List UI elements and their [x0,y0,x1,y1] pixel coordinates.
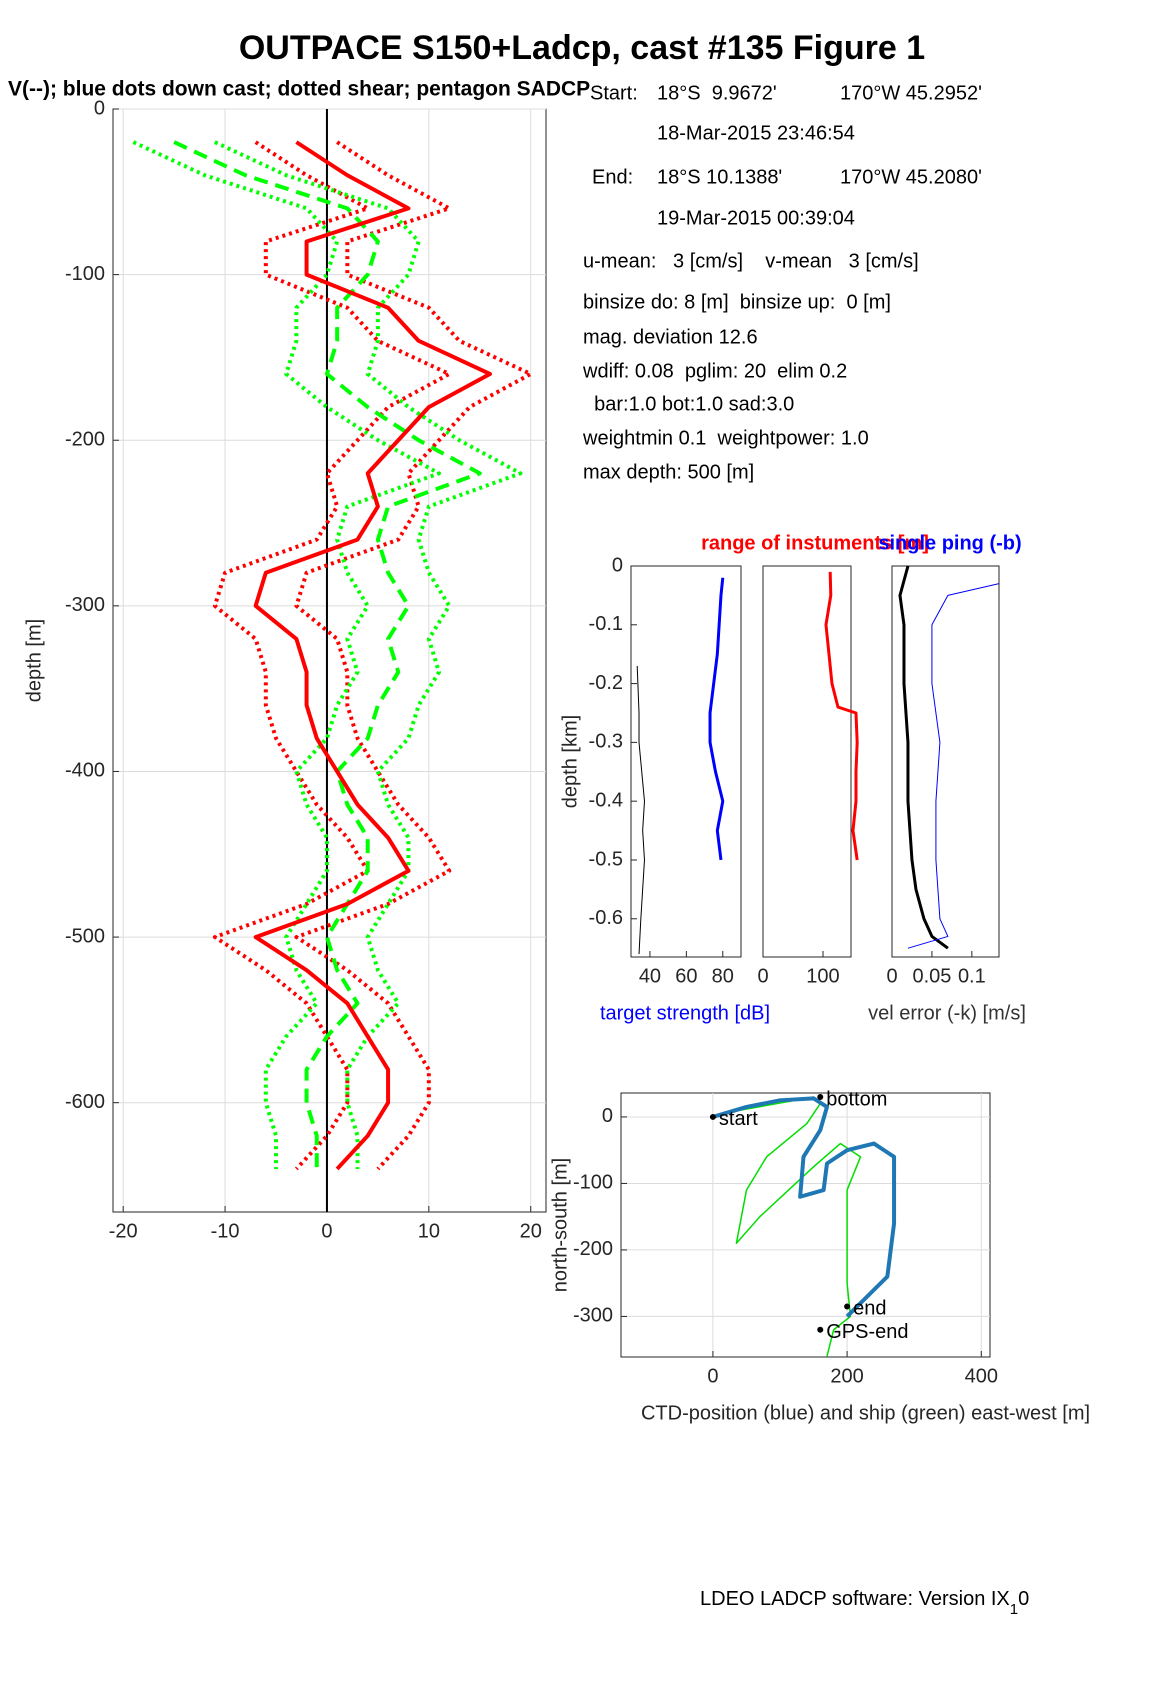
profile-line [636,665,645,955]
info-text: 18°S 9.9672' [657,82,777,104]
x-tick-label: 0.1 [958,965,986,987]
info-text: 170°W 45.2952' [840,82,982,104]
y-tick-label: -300 [65,594,105,616]
y-tick-label: -0.1 [589,613,623,635]
profile-line [824,571,859,861]
profile-line [214,140,523,1169]
info-text: Start: [590,82,638,104]
track-line [712,1096,897,1318]
plot-area [891,565,1000,958]
x-axis-label: CTD-position (blue) and ship (green) eas… [641,1402,1090,1424]
info-text: weightmin 0.1 weightpower: 1.0 [582,427,869,449]
footer-sub: 1 [1010,1601,1018,1618]
x-tick-label: 0.05 [912,965,951,987]
info-text: bar:1.0 bot:1.0 sad:3.0 [583,393,794,415]
y-tick-label: 0 [602,1105,613,1127]
y-axis-label: north-south [m] [549,1158,571,1293]
profile-line [253,140,492,1171]
y-tick-label: -600 [65,1091,105,1113]
x-axis-label: target strength [dB] [600,1002,770,1024]
y-tick-label: -0.2 [589,672,623,694]
y-axis-label: depth [m] [23,619,45,702]
info-text: 18-Mar-2015 23:46:54 [657,122,855,144]
x-tick-label: -10 [211,1220,240,1242]
info-text: u-mean: 3 [cm/s] v-mean 3 [cm/s] [583,250,919,272]
annotation-point [817,1326,824,1333]
x-tick-label: 0 [321,1220,332,1242]
y-tick-label: -200 [573,1238,613,1260]
x-tick-label: -20 [109,1220,138,1242]
x-tick-label: 0 [886,965,897,987]
y-axis-label: depth [km] [559,715,581,808]
y-tick-label: -500 [65,925,105,947]
y-tick-label: -0.5 [589,848,623,870]
x-tick-label: 20 [520,1220,542,1242]
annotation: GPS-end [826,1321,908,1343]
y-tick-label: -300 [573,1305,613,1327]
y-tick-label: -200 [65,429,105,451]
x-tick-label: 80 [712,965,734,987]
panel-title: single ping (-b) [878,532,1021,554]
footer-end: 0 [1018,1588,1029,1610]
annotation-point [709,1113,716,1120]
profile-line [898,565,949,950]
info-text: binsize do: 8 [m] binsize up: 0 [m] [583,291,891,313]
info-text: max depth: 500 [m] [583,461,754,483]
profile-line [907,583,1000,949]
footer: LDEO LADCP software: Version IX10 [700,1588,1029,1618]
info-text: 19-Mar-2015 00:39:04 [657,207,855,229]
y-tick-label: -0.6 [589,907,623,929]
plot-area [620,1092,991,1358]
x-tick-label: 200 [830,1365,863,1387]
x-tick-label: 60 [675,965,697,987]
x-tick-label: 400 [965,1365,998,1387]
y-tick-label: -100 [65,263,105,285]
x-tick-label: 0 [707,1365,718,1387]
plot-area [630,565,742,958]
annotation-point [817,1093,824,1100]
info-text: mag. deviation 12.6 [583,326,758,348]
panel-title: range of instuments [m] [701,532,929,554]
info-text: 170°W 45.2080' [840,166,982,188]
annotation-point [844,1303,851,1310]
annotation: bottom [826,1088,887,1110]
plot-area [112,108,547,1213]
profile-line [212,140,452,1171]
info-text: 18°S 10.1388' [657,166,782,188]
y-tick-label: -0.4 [589,789,623,811]
y-tick-label: -0.3 [589,731,623,753]
y-tick-label: -400 [65,760,105,782]
title: OUTPACE S150+Ladcp, cast #135 Figure 1 [239,29,925,67]
x-axis-label: vel error (-k) [m/s] [868,1002,1026,1024]
profile-line [708,577,725,861]
x-tick-label: 100 [806,965,839,987]
footer-text: LDEO LADCP software: Version IX [700,1588,1010,1610]
y-tick-label: 0 [612,554,623,576]
profile-line [294,140,533,1171]
profile-line [132,140,442,1169]
y-tick-label: -100 [573,1172,613,1194]
info-text: End: [592,166,633,188]
y-tick-label: 0 [94,97,105,119]
plot-area [762,565,852,958]
annotation: start [719,1108,758,1130]
annotation: end [853,1298,886,1320]
subtitle: V(--); blue dots down cast; dotted shear… [8,78,590,101]
x-tick-label: 0 [757,965,768,987]
x-tick-label: 40 [639,965,661,987]
profile-line [173,140,482,1169]
info-text: wdiff: 0.08 pglim: 20 elim 0.2 [582,360,847,382]
x-tick-label: 10 [418,1220,440,1242]
